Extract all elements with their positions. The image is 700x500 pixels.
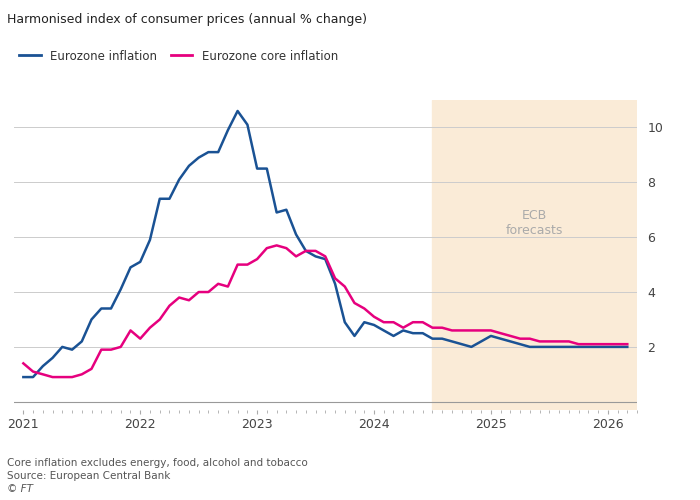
Bar (433, 100, 700, 410)
Text: Harmonised index of consumer prices (annual % change): Harmonised index of consumer prices (ann… (7, 12, 367, 26)
Text: © FT: © FT (7, 484, 33, 494)
Text: Core inflation excludes energy, food, alcohol and tobacco: Core inflation excludes energy, food, al… (7, 458, 308, 468)
Legend: Eurozone inflation, Eurozone core inflation: Eurozone inflation, Eurozone core inflat… (20, 50, 338, 63)
Text: Source: European Central Bank: Source: European Central Bank (7, 471, 170, 481)
Text: ECB
forecasts: ECB forecasts (506, 210, 564, 238)
